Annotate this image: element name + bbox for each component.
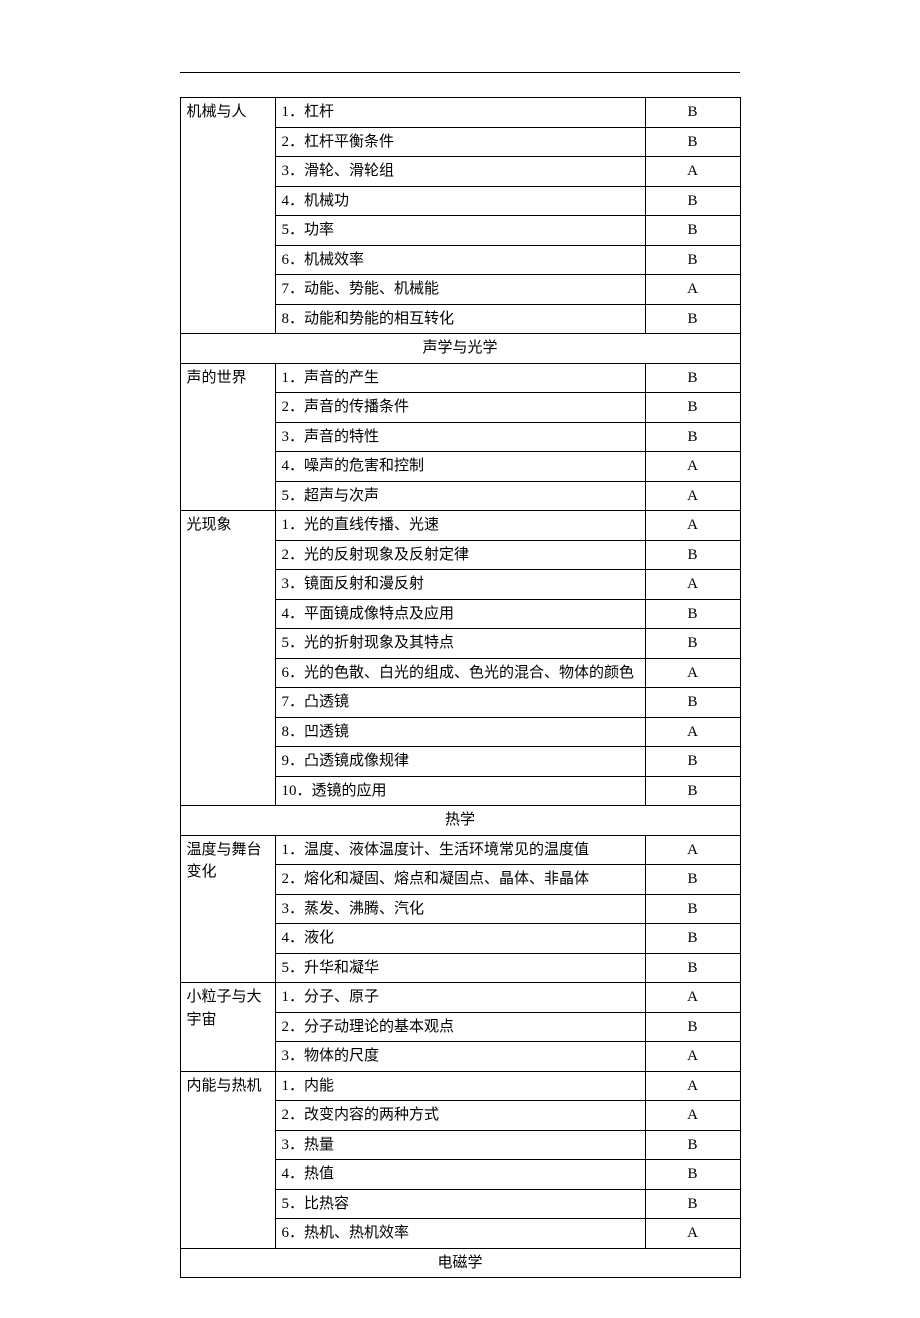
item-cell: 6．热机、热机效率 bbox=[275, 1219, 645, 1249]
level-cell: B bbox=[645, 98, 740, 128]
level-cell: B bbox=[645, 1130, 740, 1160]
item-cell: 1．分子、原子 bbox=[275, 983, 645, 1013]
item-cell: 6．机械效率 bbox=[275, 245, 645, 275]
item-cell: 5．光的折射现象及其特点 bbox=[275, 629, 645, 659]
level-cell: B bbox=[645, 304, 740, 334]
section-heading: 电磁学 bbox=[180, 1248, 740, 1278]
item-cell: 1．温度、液体温度计、生活环境常见的温度值 bbox=[275, 835, 645, 865]
item-cell: 3．镜面反射和漫反射 bbox=[275, 570, 645, 600]
item-cell: 8．动能和势能的相互转化 bbox=[275, 304, 645, 334]
level-cell: A bbox=[645, 481, 740, 511]
document-page: 机械与人1．杠杆B2．杠杆平衡条件B3．滑轮、滑轮组A4．机械功B5．功率B6．… bbox=[0, 0, 920, 1318]
item-cell: 5．比热容 bbox=[275, 1189, 645, 1219]
item-cell: 3．热量 bbox=[275, 1130, 645, 1160]
level-cell: A bbox=[645, 452, 740, 482]
item-cell: 2．光的反射现象及反射定律 bbox=[275, 540, 645, 570]
item-cell: 4．机械功 bbox=[275, 186, 645, 216]
item-cell: 2．分子动理论的基本观点 bbox=[275, 1012, 645, 1042]
item-cell: 2．熔化和凝固、熔点和凝固点、晶体、非晶体 bbox=[275, 865, 645, 895]
level-cell: A bbox=[645, 983, 740, 1013]
header-rule bbox=[180, 60, 740, 73]
item-cell: 1．内能 bbox=[275, 1071, 645, 1101]
level-cell: B bbox=[645, 216, 740, 246]
item-cell: 1．光的直线传播、光速 bbox=[275, 511, 645, 541]
item-cell: 1．声音的产生 bbox=[275, 363, 645, 393]
item-cell: 7．凸透镜 bbox=[275, 688, 645, 718]
level-cell: A bbox=[645, 1042, 740, 1072]
item-cell: 5．超声与次声 bbox=[275, 481, 645, 511]
table-row: 内能与热机1．内能A bbox=[180, 1071, 740, 1101]
section-heading-row: 热学 bbox=[180, 806, 740, 836]
item-cell: 4．平面镜成像特点及应用 bbox=[275, 599, 645, 629]
category-cell: 光现象 bbox=[180, 511, 275, 806]
level-cell: B bbox=[645, 924, 740, 954]
level-cell: B bbox=[645, 599, 740, 629]
item-cell: 2．改变内容的两种方式 bbox=[275, 1101, 645, 1131]
level-cell: B bbox=[645, 540, 740, 570]
level-cell: B bbox=[645, 747, 740, 777]
level-cell: B bbox=[645, 1189, 740, 1219]
level-cell: A bbox=[645, 570, 740, 600]
level-cell: B bbox=[645, 688, 740, 718]
level-cell: A bbox=[645, 1219, 740, 1249]
category-cell: 内能与热机 bbox=[180, 1071, 275, 1248]
level-cell: A bbox=[645, 511, 740, 541]
table-row: 声的世界1．声音的产生B bbox=[180, 363, 740, 393]
level-cell: A bbox=[645, 1071, 740, 1101]
item-cell: 2．声音的传播条件 bbox=[275, 393, 645, 423]
item-cell: 3．蒸发、沸腾、汽化 bbox=[275, 894, 645, 924]
item-cell: 4．液化 bbox=[275, 924, 645, 954]
section-heading-row: 电磁学 bbox=[180, 1248, 740, 1278]
level-cell: A bbox=[645, 157, 740, 187]
level-cell: A bbox=[645, 1101, 740, 1131]
section-heading: 热学 bbox=[180, 806, 740, 836]
level-cell: B bbox=[645, 953, 740, 983]
item-cell: 2．杠杆平衡条件 bbox=[275, 127, 645, 157]
item-cell: 9．凸透镜成像规律 bbox=[275, 747, 645, 777]
item-cell: 4．噪声的危害和控制 bbox=[275, 452, 645, 482]
table-row: 温度与舞台变化1．温度、液体温度计、生活环境常见的温度值A bbox=[180, 835, 740, 865]
item-cell: 5．升华和凝华 bbox=[275, 953, 645, 983]
category-cell: 机械与人 bbox=[180, 98, 275, 334]
level-cell: A bbox=[645, 717, 740, 747]
item-cell: 10．透镜的应用 bbox=[275, 776, 645, 806]
syllabus-table: 机械与人1．杠杆B2．杠杆平衡条件B3．滑轮、滑轮组A4．机械功B5．功率B6．… bbox=[180, 97, 741, 1278]
level-cell: B bbox=[645, 363, 740, 393]
level-cell: B bbox=[645, 776, 740, 806]
item-cell: 6．光的色散、白光的组成、色光的混合、物体的颜色 bbox=[275, 658, 645, 688]
section-heading: 声学与光学 bbox=[180, 334, 740, 364]
table-row: 光现象1．光的直线传播、光速A bbox=[180, 511, 740, 541]
level-cell: B bbox=[645, 245, 740, 275]
level-cell: B bbox=[645, 127, 740, 157]
item-cell: 3．声音的特性 bbox=[275, 422, 645, 452]
table-row: 小粒子与大宇宙1．分子、原子A bbox=[180, 983, 740, 1013]
item-cell: 5．功率 bbox=[275, 216, 645, 246]
item-cell: 3．滑轮、滑轮组 bbox=[275, 157, 645, 187]
level-cell: B bbox=[645, 865, 740, 895]
level-cell: B bbox=[645, 393, 740, 423]
category-cell: 温度与舞台变化 bbox=[180, 835, 275, 983]
item-cell: 7．动能、势能、机械能 bbox=[275, 275, 645, 305]
level-cell: A bbox=[645, 275, 740, 305]
level-cell: B bbox=[645, 629, 740, 659]
level-cell: B bbox=[645, 1160, 740, 1190]
level-cell: A bbox=[645, 658, 740, 688]
level-cell: B bbox=[645, 894, 740, 924]
level-cell: B bbox=[645, 186, 740, 216]
item-cell: 8．凹透镜 bbox=[275, 717, 645, 747]
level-cell: B bbox=[645, 1012, 740, 1042]
section-heading-row: 声学与光学 bbox=[180, 334, 740, 364]
table-row: 机械与人1．杠杆B bbox=[180, 98, 740, 128]
category-cell: 小粒子与大宇宙 bbox=[180, 983, 275, 1072]
item-cell: 3．物体的尺度 bbox=[275, 1042, 645, 1072]
category-cell: 声的世界 bbox=[180, 363, 275, 511]
item-cell: 4．热值 bbox=[275, 1160, 645, 1190]
level-cell: A bbox=[645, 835, 740, 865]
level-cell: B bbox=[645, 422, 740, 452]
item-cell: 1．杠杆 bbox=[275, 98, 645, 128]
